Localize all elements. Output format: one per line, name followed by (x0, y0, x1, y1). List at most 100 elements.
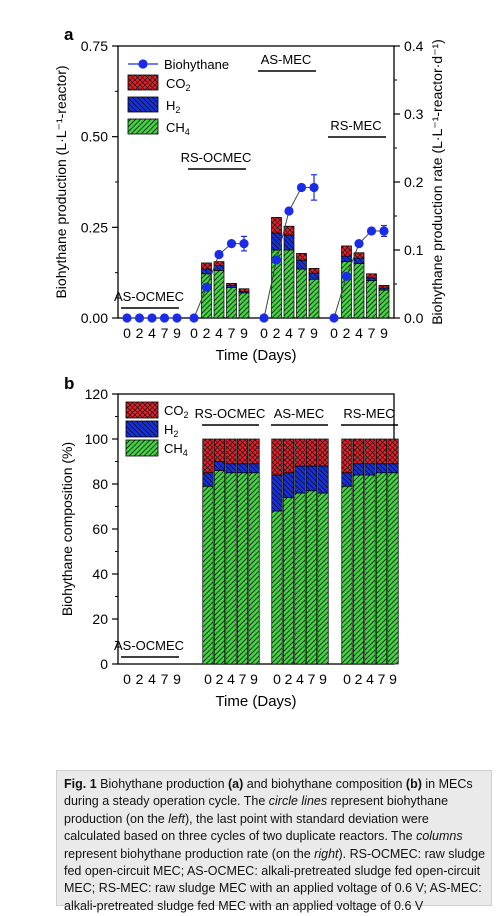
bar-ch4-rate (308, 278, 320, 319)
x-tick-label-a: 2 (343, 325, 351, 341)
y-tick-label-b: 40 (92, 566, 108, 582)
caption-right: right (314, 846, 339, 861)
caption-text-4: represent biohythane production (on the (64, 794, 449, 826)
plot-frame-a (117, 45, 395, 319)
bar-ch4-rate (296, 268, 307, 319)
x-tick-label-a: 2 (203, 325, 211, 341)
y2-tick-label-a: 0.3 (404, 106, 424, 122)
biohythane-point (201, 282, 212, 292)
x-tick-label-b: 7 (378, 671, 386, 687)
caption-left: left (168, 811, 185, 826)
x-tick-label-b: 4 (296, 671, 304, 687)
bar-ch4-rate (213, 270, 225, 319)
bar-co2-pct (341, 438, 353, 474)
bar-ch4-rate (226, 287, 237, 319)
legend-co2-swatch-a (127, 74, 159, 91)
bar-h2-pct (317, 465, 329, 494)
chart-panel-a: a 0.00 0.25 0.50 0.75 0.0 0.1 0.2 0.3 0.4 AS-OC… (53, 25, 445, 364)
group-label-b: RS-MEC (343, 406, 394, 421)
legend-ch4-label-a: CH4 (166, 120, 190, 137)
y-tick-label-b: 20 (92, 611, 108, 627)
bar-h2-pct (248, 463, 260, 474)
x-tick-label-b: 7 (239, 671, 247, 687)
bar-co2-pct (213, 438, 226, 462)
legend-co2-label-b: CO2 (164, 403, 189, 420)
group-label-a: AS-OCMEC (114, 289, 184, 304)
biohythane-point (329, 313, 339, 323)
group-label-a: RS-OCMEC (181, 150, 252, 165)
x-tick-label-b: 9 (319, 671, 327, 687)
x-axis-label-a: Time (Days) (215, 347, 296, 364)
x-tick-label-b: 2 (216, 671, 224, 687)
bar-ch4-pct (364, 474, 376, 665)
x-tick-label-a: 4 (148, 325, 156, 341)
x-tick-label-b: 0 (123, 671, 131, 687)
y-axis-b: 0 20 40 60 80 100 120 (85, 386, 118, 672)
bar-co2-pct (282, 438, 295, 474)
legend-ch4-swatch-b (125, 439, 159, 457)
biohythane-point (134, 313, 145, 323)
bar-h2-pct (375, 463, 388, 474)
legend-ch4-label-b: CH4 (164, 441, 188, 458)
y2-axis-a: 0.0 0.1 0.2 0.3 0.4 (394, 38, 424, 326)
x-tick-label-b: 9 (173, 671, 181, 687)
bar-ch4-pct (282, 497, 295, 665)
x-axis-label-b: Time (Days) (215, 693, 296, 710)
caption-text-7: ). RS-OCMEC: raw sludge fed open-circuit… (64, 846, 486, 913)
y-axis-label-b: Biohythane composition (%) (59, 442, 75, 616)
bar-co2-pct (375, 438, 388, 465)
bar-ch4-rate (366, 280, 377, 319)
bar-h2-pct (387, 463, 399, 474)
y2-tick-label-a: 0.1 (404, 242, 424, 258)
y-tick-label-a: 0.25 (81, 219, 108, 235)
bar-co2-pct (364, 438, 376, 465)
caption-text-6: represent biohythane production rate (on… (64, 846, 315, 861)
legend-h2-label-a: H2 (166, 98, 180, 115)
bar-co2-pct (248, 438, 260, 465)
biohythane-point (239, 239, 249, 249)
bar-h2-rate (213, 265, 225, 271)
bar-ch4-pct (236, 472, 249, 665)
y-tick-label-b: 80 (92, 476, 108, 492)
bar-ch4-rate (341, 261, 352, 319)
figure-caption: Fig. 1 Biohythane production (a) and bio… (64, 776, 488, 915)
bar-ch4-rate (353, 263, 365, 319)
caption-text-5: ), the last point with standard deviatio… (64, 811, 429, 844)
bar-ch4-pct (248, 472, 260, 665)
bar-co2-rate (341, 245, 352, 257)
bar-h2-pct (236, 463, 249, 474)
caption-a-label: (a) (228, 777, 244, 791)
x-tick-label-a: 4 (355, 325, 363, 341)
bar-co2-pct (305, 438, 318, 467)
biohythane-point (259, 313, 269, 323)
legend-biohythane-marker (138, 59, 148, 69)
x-tick-label-b: 0 (273, 671, 281, 687)
y-tick-label-a: 0.50 (81, 129, 108, 145)
y-tick-label-b: 100 (85, 431, 109, 447)
group-label-b: AS-MEC (274, 406, 325, 421)
bar-h2-pct (202, 472, 214, 487)
bars-b (202, 438, 399, 665)
caption-circle-lines: circle lines (268, 794, 328, 809)
x-tick-label-a: 2 (136, 325, 144, 341)
y2-tick-label-a: 0.2 (404, 174, 424, 190)
bar-h2-rate (308, 272, 320, 280)
y2-tick-label-a: 0.0 (404, 310, 424, 326)
legend-a: Biohythane CO2 H2 CH4 (127, 57, 229, 137)
biohythane-point (341, 271, 352, 281)
bar-ch4-pct (352, 474, 365, 665)
y-tick-label-b: 120 (85, 386, 109, 402)
legend-b: CO2 H2 CH4 (125, 401, 189, 458)
legend-h2-swatch-b (125, 420, 159, 438)
y-axis-a: 0.00 0.25 0.50 0.75 (81, 38, 118, 326)
caption-fig-label: Fig. 1 (64, 777, 97, 791)
bar-h2-rate (283, 234, 295, 251)
group-labels-b: AS-OCMEC RS-OCMEC AS-MEC RS-MEC (114, 406, 398, 658)
legend-co2-label-a: CO2 (166, 76, 191, 93)
x-tick-label-b: 9 (250, 671, 258, 687)
biohythane-point (122, 313, 132, 323)
bar-ch4-pct (341, 485, 353, 665)
